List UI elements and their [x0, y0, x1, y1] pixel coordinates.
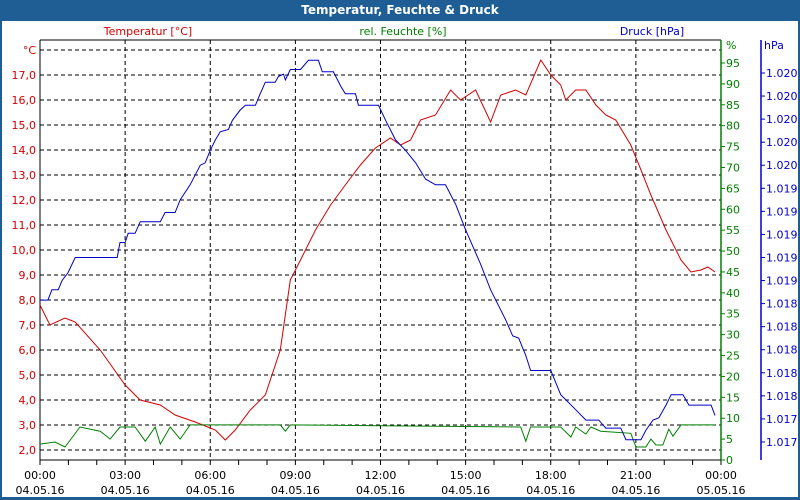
y-tick-label-humidity: 30 [726, 329, 740, 342]
x-tick-label-date: 04.05.16 [356, 484, 405, 497]
y-tick-label-humidity: 85 [726, 99, 740, 112]
y-tick-label-pressure: 1.020 [766, 136, 798, 149]
chart-title: Temperatur, Feuchte & Druck [0, 0, 800, 20]
x-tick-label-date: 04.05.16 [441, 484, 490, 497]
y-tick-label-humidity: 15 [726, 391, 740, 404]
y-tick-label-temperature: 11,0 [12, 219, 37, 232]
y-tick-label-temperature: 13,0 [12, 169, 37, 182]
y-tick-label-pressure: 1.018 [766, 321, 798, 334]
y-tick-label-humidity: 55 [726, 224, 740, 237]
x-tick-label-date: 04.05.16 [186, 484, 235, 497]
y-tick-label-pressure: 1.018 [766, 367, 798, 380]
y-tick-label-temperature: 2,0 [19, 444, 37, 457]
y-tick-label-humidity: 35 [726, 308, 740, 321]
x-tick-label-time: 12:00 [365, 469, 397, 482]
y-tick-label-humidity: 0 [726, 454, 733, 467]
y-tick-label-humidity: 60 [726, 203, 740, 216]
legend-pressure: Druck [hPa] [620, 25, 684, 38]
x-tick-label-date: 04.05.16 [611, 484, 660, 497]
y-tick-label-humidity: 5 [726, 433, 733, 446]
y-tick-label-temperature: 15,0 [12, 119, 37, 132]
y-tick-label-temperature: 5,0 [19, 369, 37, 382]
y-tick-label-pressure: 1.019 [766, 251, 798, 264]
y-tick-label-humidity: 25 [726, 350, 740, 363]
y-tick-label-pressure: 1.019 [766, 228, 798, 241]
legend-temperature: Temperatur [°C] [103, 25, 192, 38]
y-tick-label-humidity: 80 [726, 120, 740, 133]
y-axis-unit-temperature: °C [23, 44, 37, 57]
y-tick-label-temperature: 3,0 [19, 419, 37, 432]
x-tick-label-time: 18:00 [535, 469, 567, 482]
series-line-humidity [39, 424, 715, 448]
y-tick-label-pressure: 1.017 [766, 436, 798, 449]
x-tick-label-date: 04.05.16 [271, 484, 320, 497]
x-tick-label-time: 00:00 [705, 469, 737, 482]
x-tick-label-date: 05.05.16 [697, 484, 746, 497]
y-tick-label-pressure: 1.020 [766, 113, 798, 126]
y-axis-unit-pressure: hPa [764, 39, 784, 52]
y-tick-label-temperature: 10,0 [12, 244, 37, 257]
y-tick-label-temperature: 9,0 [19, 269, 37, 282]
y-tick-label-pressure: 1.020 [766, 67, 798, 80]
y-tick-label-temperature: 14,0 [12, 144, 37, 157]
y-tick-label-humidity: 95 [726, 57, 740, 70]
y-tick-label-pressure: 1.020 [766, 159, 798, 172]
y-tick-label-temperature: 12,0 [12, 194, 37, 207]
y-tick-label-humidity: 40 [726, 287, 740, 300]
y-tick-label-temperature: 7,0 [19, 319, 37, 332]
y-tick-label-pressure: 1.019 [766, 182, 798, 195]
y-tick-label-humidity: 90 [726, 78, 740, 91]
y-tick-label-pressure: 1.020 [766, 90, 798, 103]
x-tick-label-time: 03:00 [109, 469, 141, 482]
x-tick-label-time: 21:00 [620, 469, 652, 482]
y-tick-label-humidity: 45 [726, 266, 740, 279]
y-tick-label-pressure: 1.018 [766, 298, 798, 311]
series-line-temperature [39, 58, 716, 441]
y-tick-label-temperature: 6,0 [19, 344, 37, 357]
y-tick-label-temperature: 8,0 [19, 294, 37, 307]
series-line-pressure [40, 59, 716, 441]
x-tick-label-date: 04.05.16 [101, 484, 150, 497]
y-tick-label-temperature: 4,0 [19, 394, 37, 407]
legend-humidity: rel. Feuchte [%] [359, 25, 446, 38]
chart-svg: Temperatur [°C] rel. Feuchte [%] Druck [hP… [12, 25, 798, 497]
y-tick-label-temperature: 16,0 [12, 94, 37, 107]
x-tick-label-time: 00:00 [24, 469, 56, 482]
y-tick-label-humidity: 20 [726, 370, 740, 383]
chart-panel: Temperatur [°C] rel. Feuchte [%] Druck [hP… [2, 21, 798, 497]
x-tick-label-date: 04.05.16 [16, 484, 65, 497]
x-tick-label-time: 15:00 [450, 469, 482, 482]
y-tick-label-humidity: 65 [726, 182, 740, 195]
x-tick-label-time: 09:00 [280, 469, 312, 482]
y-tick-label-humidity: 50 [726, 245, 740, 258]
y-tick-label-pressure: 1.019 [766, 205, 798, 218]
y-tick-label-humidity: 75 [726, 141, 740, 154]
y-tick-label-pressure: 1.017 [766, 413, 798, 426]
y-tick-label-humidity: 70 [726, 161, 740, 174]
y-tick-label-temperature: 17,0 [12, 69, 37, 82]
y-tick-label-pressure: 1.019 [766, 275, 798, 288]
y-axis-unit-humidity: % [726, 39, 736, 52]
y-tick-label-pressure: 1.018 [766, 390, 798, 403]
y-tick-label-humidity: 10 [726, 412, 740, 425]
x-tick-label-date: 04.05.16 [526, 484, 575, 497]
x-tick-label-time: 06:00 [194, 469, 226, 482]
y-tick-label-pressure: 1.018 [766, 344, 798, 357]
